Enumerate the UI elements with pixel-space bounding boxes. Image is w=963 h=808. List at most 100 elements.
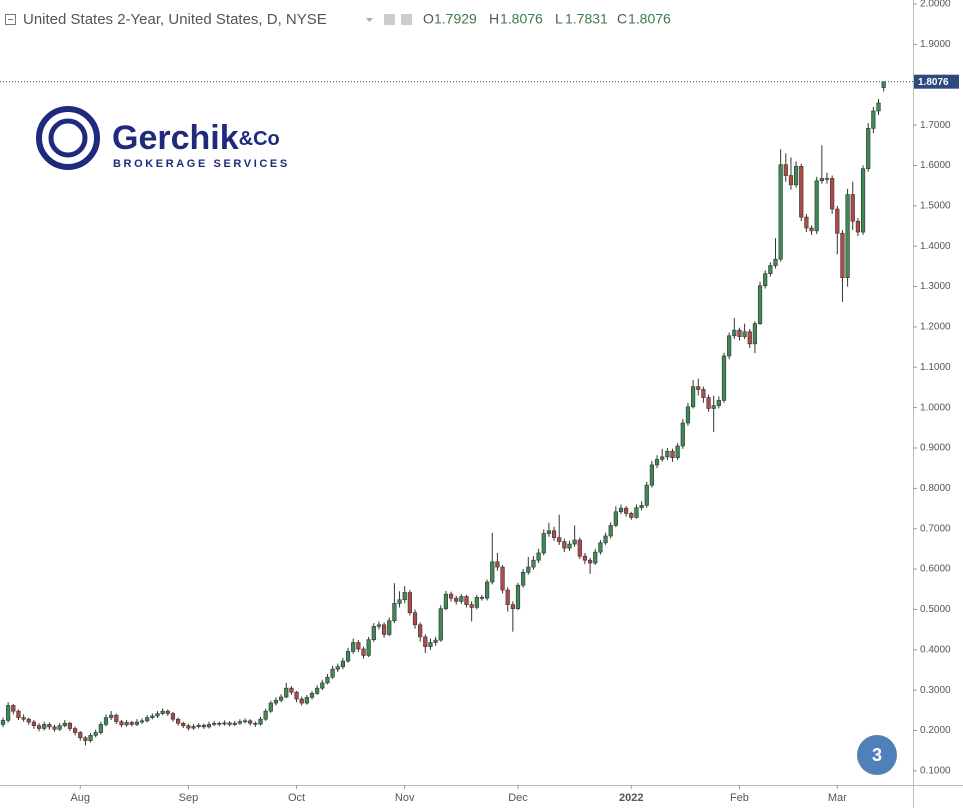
candle-body [253, 722, 258, 725]
candle-body [237, 721, 243, 724]
candle-body [16, 710, 21, 718]
logo-ring [36, 106, 100, 170]
candle-body [629, 513, 634, 518]
candle-body [778, 164, 783, 260]
candle-body [721, 355, 727, 401]
candle-body [36, 725, 42, 729]
candle-body [737, 329, 742, 337]
candle-body [42, 724, 47, 729]
candle-body [624, 507, 629, 514]
candle-body [541, 533, 546, 554]
candle-body [644, 484, 649, 506]
candle-body [701, 389, 706, 398]
candle-body [165, 710, 170, 714]
candle-body [402, 592, 407, 601]
candle-body [572, 539, 577, 545]
candle-body [242, 720, 248, 723]
candle-body [454, 597, 459, 602]
candle-body [73, 728, 78, 733]
candle-body [129, 722, 134, 725]
candle-body [690, 386, 696, 408]
y-tick-label: 0.4000 [920, 644, 951, 655]
candle-body [212, 722, 217, 725]
candle-body [376, 624, 382, 627]
candle-body [103, 717, 109, 725]
y-tick-label: 1.1000 [920, 362, 951, 373]
candle-body [67, 722, 73, 729]
candle-body [830, 178, 835, 210]
dropdown-arrow[interactable] [366, 18, 373, 22]
candle-body [799, 165, 804, 218]
y-tick-label: 0.3000 [920, 685, 951, 696]
candle-body [366, 639, 371, 656]
candle-body [150, 715, 155, 718]
candle-body [423, 636, 428, 647]
candle-body [443, 593, 449, 609]
candle-body [706, 397, 711, 409]
candle-body [464, 596, 469, 605]
candles [0, 81, 886, 746]
y-tick-label: 1.7000 [920, 120, 951, 131]
candle-body [278, 696, 284, 701]
candle-body [757, 285, 763, 324]
candle-body [459, 596, 464, 602]
candle-body [11, 705, 16, 712]
candle-body [320, 682, 325, 689]
hide-icon[interactable] [401, 14, 412, 25]
badge-label: 3 [872, 745, 882, 765]
candle-body [315, 687, 320, 694]
candle-body [289, 687, 294, 693]
candle-body [675, 445, 680, 458]
collapse-icon[interactable] [5, 14, 16, 25]
x-tick-label: Feb [730, 792, 749, 804]
y-tick-label: 2.0000 [920, 0, 951, 10]
candle-body [881, 81, 886, 88]
symbol-title: United States 2-Year, United States, D, … [23, 11, 327, 28]
candle-body [387, 620, 392, 635]
candle-body [845, 194, 850, 278]
candle-body [206, 724, 212, 728]
candle-body [809, 227, 814, 232]
candle-body [258, 718, 263, 725]
candle-body [860, 168, 866, 233]
candle-body [490, 561, 495, 583]
candle-body [448, 593, 454, 599]
candle-body [176, 718, 181, 724]
brand-name: Gerchik&Co [112, 119, 280, 157]
candle-body [639, 505, 644, 509]
candle-body [850, 194, 855, 222]
candle-body [840, 232, 845, 278]
candle-body [824, 178, 830, 180]
candle-body [93, 732, 98, 736]
candle-body [654, 458, 660, 466]
candle-body [613, 511, 618, 526]
candle-body [139, 720, 145, 723]
candle-body [876, 102, 881, 112]
candle-body [598, 542, 603, 553]
candle-body [325, 676, 330, 684]
x-tick-label: 2022 [619, 792, 643, 804]
badge [857, 735, 897, 775]
settings-icon[interactable] [384, 14, 395, 25]
ohlc-label: C [617, 11, 627, 27]
candle-body [634, 507, 639, 518]
candle-body [495, 561, 500, 568]
candle-body [763, 273, 768, 287]
candle-body [31, 721, 36, 726]
candle-body [660, 456, 665, 460]
candle-body [381, 624, 387, 635]
candle-body [696, 386, 701, 390]
candle-body [371, 626, 376, 641]
candle-body [6, 705, 11, 721]
candle-body [201, 724, 206, 728]
y-tick-label: 1.0000 [920, 402, 951, 413]
candle-body [47, 724, 52, 728]
candle-body [804, 216, 809, 229]
y-tick-label: 1.5000 [920, 200, 951, 211]
candle-body [479, 597, 485, 599]
candle-body [304, 697, 309, 704]
candle-body [232, 722, 237, 725]
candle-body [83, 737, 88, 741]
candle-body [340, 660, 346, 668]
candle-body [160, 710, 165, 714]
